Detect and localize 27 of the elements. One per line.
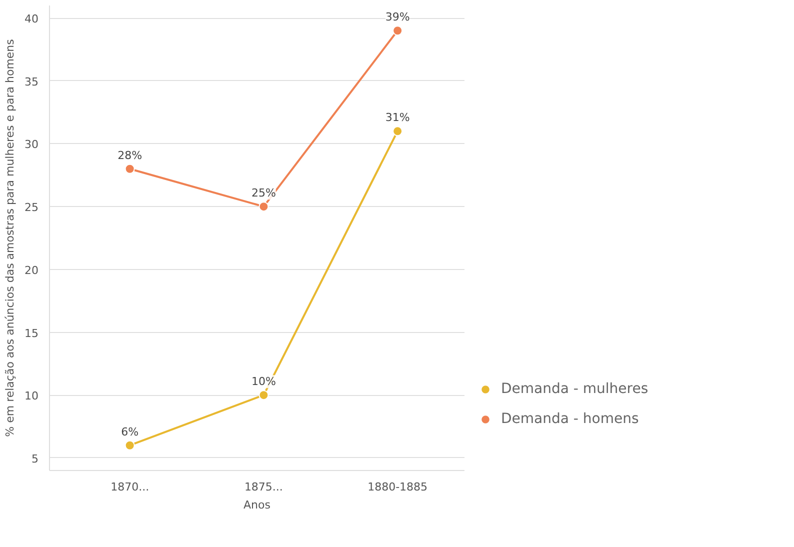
y-tick-label: 30: [24, 138, 39, 152]
y-tick-label: 25: [24, 201, 39, 214]
y-tick-label: 15: [24, 326, 39, 340]
data-label: 25%: [251, 186, 276, 200]
point: [124, 440, 135, 450]
data-label: 6%: [121, 425, 139, 438]
x-tick-label: 1875...: [244, 480, 283, 494]
data-label: 31%: [385, 111, 410, 124]
point: [124, 164, 135, 174]
data-label: 28%: [118, 148, 142, 162]
x-axis-title: Anos: [244, 498, 271, 512]
data-label: 10%: [251, 375, 276, 388]
legend-label: Demanda - mulheres: [501, 381, 648, 397]
y-tick-label: 5: [32, 452, 38, 466]
y-tick-label: 10: [24, 390, 39, 403]
data-label: 39%: [385, 10, 410, 24]
point: [392, 26, 403, 36]
x-tick-label: 1870...: [110, 480, 150, 494]
y-axis-title: % em relação aos anúncios das amostras para mulheres e para homens: [4, 38, 17, 437]
point: [258, 390, 269, 400]
legend-label: Demanda - homens: [501, 411, 639, 427]
x-tick-label: 1880-1885: [368, 480, 428, 494]
point: [258, 202, 269, 212]
y-tick-label: 20: [24, 264, 39, 277]
y-tick-label: 40: [24, 12, 39, 26]
y-tick-label: 35: [24, 75, 39, 88]
point: [392, 126, 403, 136]
